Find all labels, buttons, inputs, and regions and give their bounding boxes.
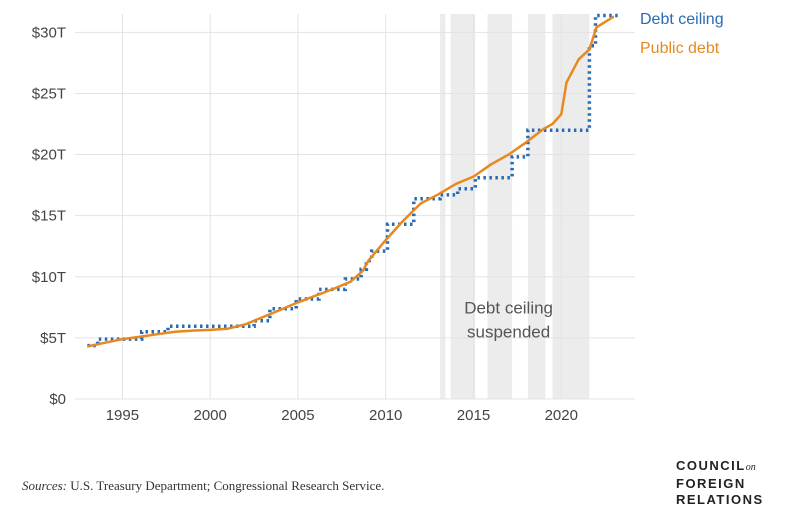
logo-line-2: FOREIGN xyxy=(676,476,746,491)
grid xyxy=(75,14,635,400)
cfr-logo: COUNCILon FOREIGN RELATIONS xyxy=(676,458,764,508)
y-tick-label: $5T xyxy=(40,330,66,347)
debt-chart: $0 $5T $10T $15T $20T $25T $30T 1995 2000 2005 20… xyxy=(32,11,724,424)
annotations: Debt ceiling suspended xyxy=(464,298,553,341)
logo-on: on xyxy=(745,462,756,473)
x-tick-label: 2020 xyxy=(545,407,578,424)
x-tick-label: 1995 xyxy=(106,407,139,424)
y-tick-label: $25T xyxy=(32,85,66,102)
y-tick-label: $15T xyxy=(32,208,66,225)
x-axis-ticks: 1995 2000 2005 2010 2015 2020 xyxy=(106,407,578,424)
suspension-band-2 xyxy=(487,14,513,399)
logo-line-3: RELATIONS xyxy=(676,492,764,507)
suspension-band-0 xyxy=(440,14,446,399)
x-tick-label: 2005 xyxy=(281,407,314,424)
suspension-band-4 xyxy=(552,14,590,399)
source-note: Sources: U.S. Treasury Department; Congr… xyxy=(22,478,384,494)
series-line-public-debt xyxy=(87,15,615,348)
y-axis-ticks: $0 $5T $10T $15T $20T $25T $30T xyxy=(32,24,66,408)
legend: Debt ceiling Public debt xyxy=(640,11,724,57)
series xyxy=(87,13,620,348)
suspension-shading xyxy=(440,14,590,399)
annotation-line: Debt ceiling xyxy=(464,298,553,317)
legend-public-debt: Public debt xyxy=(640,40,720,57)
source-label: Sources: xyxy=(22,478,68,493)
y-tick-label: $20T xyxy=(32,147,66,164)
y-tick-label: $0 xyxy=(49,391,66,408)
legend-debt-ceiling: Debt ceiling xyxy=(640,11,724,28)
suspension-band-1 xyxy=(450,14,476,399)
x-tick-label: 2000 xyxy=(193,407,226,424)
x-tick-label: 2015 xyxy=(457,407,490,424)
suspension-band-3 xyxy=(527,14,546,399)
logo-line-1: COUNCILon xyxy=(676,458,764,476)
y-tick-label: $10T xyxy=(32,269,66,286)
y-tick-label: $30T xyxy=(32,24,66,41)
annotation-line: suspended xyxy=(467,322,550,341)
x-tick-label: 2010 xyxy=(369,407,402,424)
logo-council: COUNCIL xyxy=(676,458,746,473)
source-text: U.S. Treasury Department; Congressional … xyxy=(70,478,385,493)
